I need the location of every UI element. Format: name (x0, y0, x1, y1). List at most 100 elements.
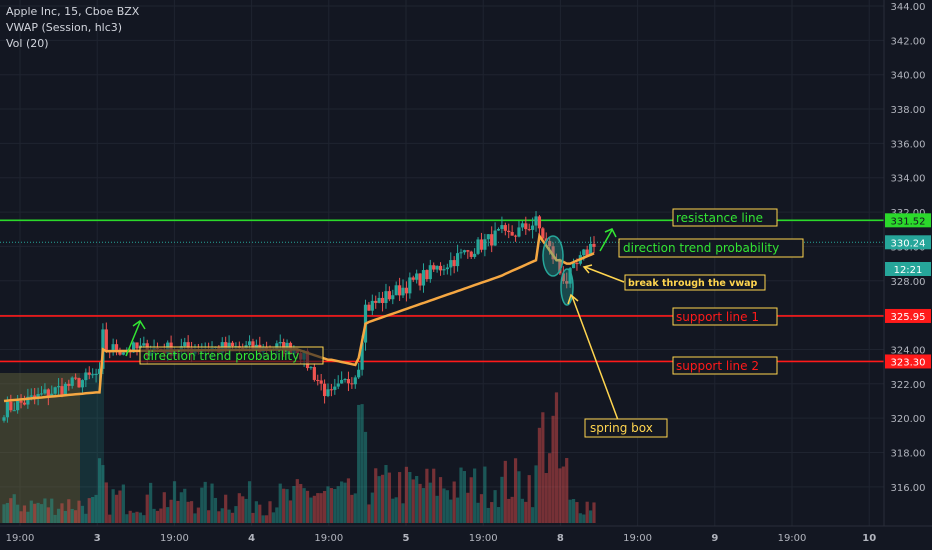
annotations: resistance line support line 1 support l… (125, 208, 804, 438)
candle-body (5, 401, 10, 418)
volume-bar (16, 504, 20, 523)
time-tick-label: 19:00 (314, 533, 343, 544)
volume-bar (121, 484, 125, 523)
volume-bar (585, 501, 589, 523)
time-tick-label: 19:00 (623, 533, 652, 544)
time-tick-label: 9 (711, 533, 718, 544)
candle-body (329, 389, 333, 391)
candle-body (370, 300, 374, 311)
volume-bar (84, 513, 88, 523)
volume-bar (118, 490, 122, 523)
volume-bar (22, 505, 27, 523)
candle-body (183, 342, 187, 347)
volume-bar (234, 506, 238, 523)
volume-bar (179, 492, 183, 523)
label-trend-left: direction trend probability (139, 346, 324, 365)
time-tick-label: 8 (557, 533, 564, 544)
price-label-text: 323.30 (891, 357, 926, 368)
volume-bar (275, 507, 279, 523)
vwap-indicator-label[interactable]: VWAP (Session, hlc3) (6, 21, 123, 34)
volume-bar (565, 458, 569, 523)
countdown-text: 12:21 (894, 265, 923, 276)
volume-bar (155, 510, 160, 523)
candle-body (568, 268, 572, 284)
volume-bar (432, 468, 436, 523)
volume-bar (125, 514, 129, 523)
volume-bar (377, 476, 381, 523)
volume-bar (56, 508, 61, 523)
volume-bar (50, 498, 54, 523)
volume-bar (19, 511, 23, 523)
candle-body (39, 393, 44, 395)
volume-bar (302, 488, 306, 523)
volume-bar (544, 473, 548, 523)
candle-body (394, 285, 398, 296)
volume-bar (469, 477, 473, 523)
trend-arrow-right (599, 228, 617, 252)
candle-body (531, 225, 535, 230)
candle-body (455, 253, 460, 267)
price-label-box (885, 354, 931, 369)
volume-bar (500, 476, 504, 523)
candle-body (357, 369, 361, 378)
volume-bar (213, 497, 218, 523)
candle-body (380, 297, 385, 303)
volume-bar (220, 508, 224, 523)
volume-bar (404, 466, 409, 523)
candle-body (438, 265, 443, 271)
candle-body (588, 243, 593, 256)
time-tick-label: 19:00 (160, 533, 189, 544)
volume-bar (326, 486, 330, 523)
price-tick-label: 340.00 (891, 71, 926, 82)
volume-indicator-label[interactable]: Vol (20) (6, 37, 49, 50)
spring-ellipse-bottom (560, 268, 574, 306)
volume-bar (418, 483, 422, 523)
candle-body (135, 342, 139, 349)
candle-body (251, 341, 255, 350)
candle-body (585, 249, 589, 256)
volume-bar (149, 482, 153, 523)
volume-bar (438, 477, 443, 523)
volume-bar (442, 488, 446, 523)
candle-body (462, 250, 467, 253)
volume-bar (5, 502, 10, 523)
candle-body (227, 342, 231, 350)
candle-body (466, 250, 470, 252)
candle-body (247, 341, 252, 346)
price-tick-label: 320.00 (891, 414, 926, 425)
volume-bar (343, 482, 347, 523)
volume-bar (26, 511, 30, 523)
candle-body (9, 401, 13, 411)
volume-bar (12, 494, 16, 523)
time-tick-label: 5 (403, 533, 410, 544)
candle-body (483, 239, 487, 250)
candle-body (561, 273, 565, 282)
volume-bar (108, 514, 112, 523)
price-label-text: 331.52 (891, 216, 926, 227)
candle-body (19, 400, 23, 403)
candle-body (26, 396, 30, 405)
candle-body (309, 367, 313, 369)
candle-body (340, 379, 344, 384)
candle-body (558, 260, 562, 274)
volume-bar (329, 488, 333, 523)
candle-body (418, 273, 422, 286)
trend-left-text: direction trend probability (143, 349, 299, 363)
volume-bar (561, 466, 565, 523)
break-vwap-arrow (582, 264, 625, 283)
volume-bar (196, 507, 200, 523)
candle-body (449, 260, 453, 268)
volume-bar (305, 490, 310, 523)
volume-bar (207, 510, 211, 523)
candle-body (486, 234, 490, 240)
candle-body (104, 329, 108, 352)
volume-bar (524, 501, 528, 523)
symbol-title[interactable]: Apple Inc, 15, Cboe BZX (6, 5, 140, 18)
volume-bar (53, 514, 57, 523)
volume-bar (172, 481, 177, 523)
volume-bar (387, 472, 391, 523)
candle-body (2, 417, 6, 421)
volume-bar (548, 453, 552, 523)
